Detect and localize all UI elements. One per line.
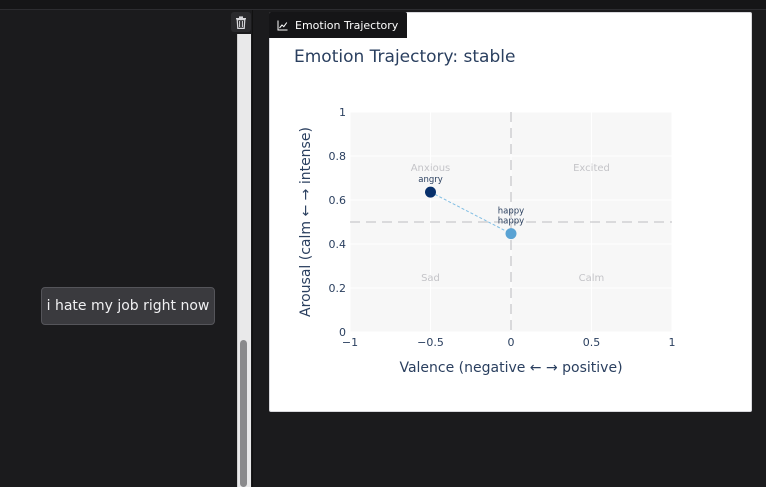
user-message-bubble: i hate my job right now	[41, 287, 215, 325]
panel-tab[interactable]: Emotion Trajectory	[269, 12, 408, 38]
chart-icon	[277, 20, 288, 30]
y-axis-title: Arousal (calm ← → intense)	[298, 127, 314, 317]
quadrant-label: Calm	[579, 273, 605, 284]
clear-chat-button[interactable]	[231, 12, 251, 32]
panel-tab-label: Emotion Trajectory	[295, 18, 399, 32]
y-tick-label: 0.8	[329, 150, 347, 163]
y-tick-label: 0.2	[329, 282, 347, 295]
point-label: happy	[498, 217, 524, 227]
quadrant-label: Sad	[421, 273, 440, 284]
x-tick-label: −0.5	[417, 336, 444, 349]
point-label: angry	[418, 175, 443, 185]
x-tick-label: 0.5	[583, 336, 601, 349]
data-point-happy	[505, 228, 517, 240]
trash-icon	[236, 15, 246, 29]
x-axis-title: Valence (negative ← → positive)	[399, 360, 622, 376]
x-tick-label: −1	[342, 336, 358, 349]
quadrant-label: Anxious	[411, 163, 451, 174]
quadrant-label: Excited	[573, 163, 610, 174]
data-point-angry	[425, 186, 436, 198]
top-bar	[0, 0, 766, 10]
y-tick-label: 1	[339, 106, 346, 119]
scrollbar-thumb[interactable]	[240, 340, 247, 487]
point-annotation: happy	[498, 207, 524, 217]
trajectory-line	[430, 191, 512, 235]
y-tick-label: 0.6	[329, 194, 347, 207]
chat-panel	[0, 10, 252, 487]
chart-title: Emotion Trajectory: stable	[294, 47, 515, 67]
x-tick-label: 1	[669, 336, 676, 349]
x-tick-label: 0	[508, 336, 515, 349]
panel-divider	[252, 10, 253, 487]
chart-card: Anxious Excited Sad Calm angry happy happy −1 −0…	[269, 12, 752, 412]
y-tick-label: 0	[339, 326, 346, 339]
y-tick-label: 0.4	[329, 238, 347, 251]
